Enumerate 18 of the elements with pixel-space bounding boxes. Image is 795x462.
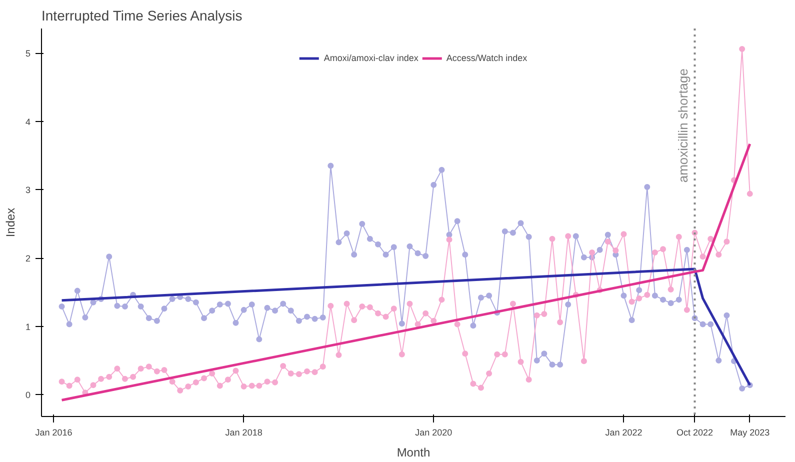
x-tick-label: May 2023 — [730, 428, 770, 438]
x-tick-label: Jan 2016 — [35, 428, 72, 438]
chart-title: Interrupted Time Series Analysis — [42, 8, 242, 24]
y-axis-title: Index — [3, 208, 18, 238]
y-tick-label: 0 — [25, 390, 31, 400]
y-tick-label: 3 — [25, 185, 31, 196]
x-tick-label: Oct 2022 — [676, 428, 714, 438]
y-tick-label: 5 — [25, 48, 31, 59]
y-tick-label: 4 — [25, 116, 31, 127]
x-tick-label: Jan 2018 — [225, 428, 262, 438]
ref-line-label: amoxicillin shortage — [676, 68, 691, 183]
y-tick-label: 2 — [25, 254, 31, 264]
y-tick-label: 1 — [25, 322, 31, 332]
x-axis-title: Month — [396, 446, 430, 460]
x-tick-label: Jan 2022 — [605, 428, 642, 438]
x-tick-label: Jan 2020 — [415, 428, 452, 438]
legend-label: Access/Watch index — [446, 53, 528, 63]
legend-label: Amoxi/amoxi-clav index — [324, 53, 418, 63]
